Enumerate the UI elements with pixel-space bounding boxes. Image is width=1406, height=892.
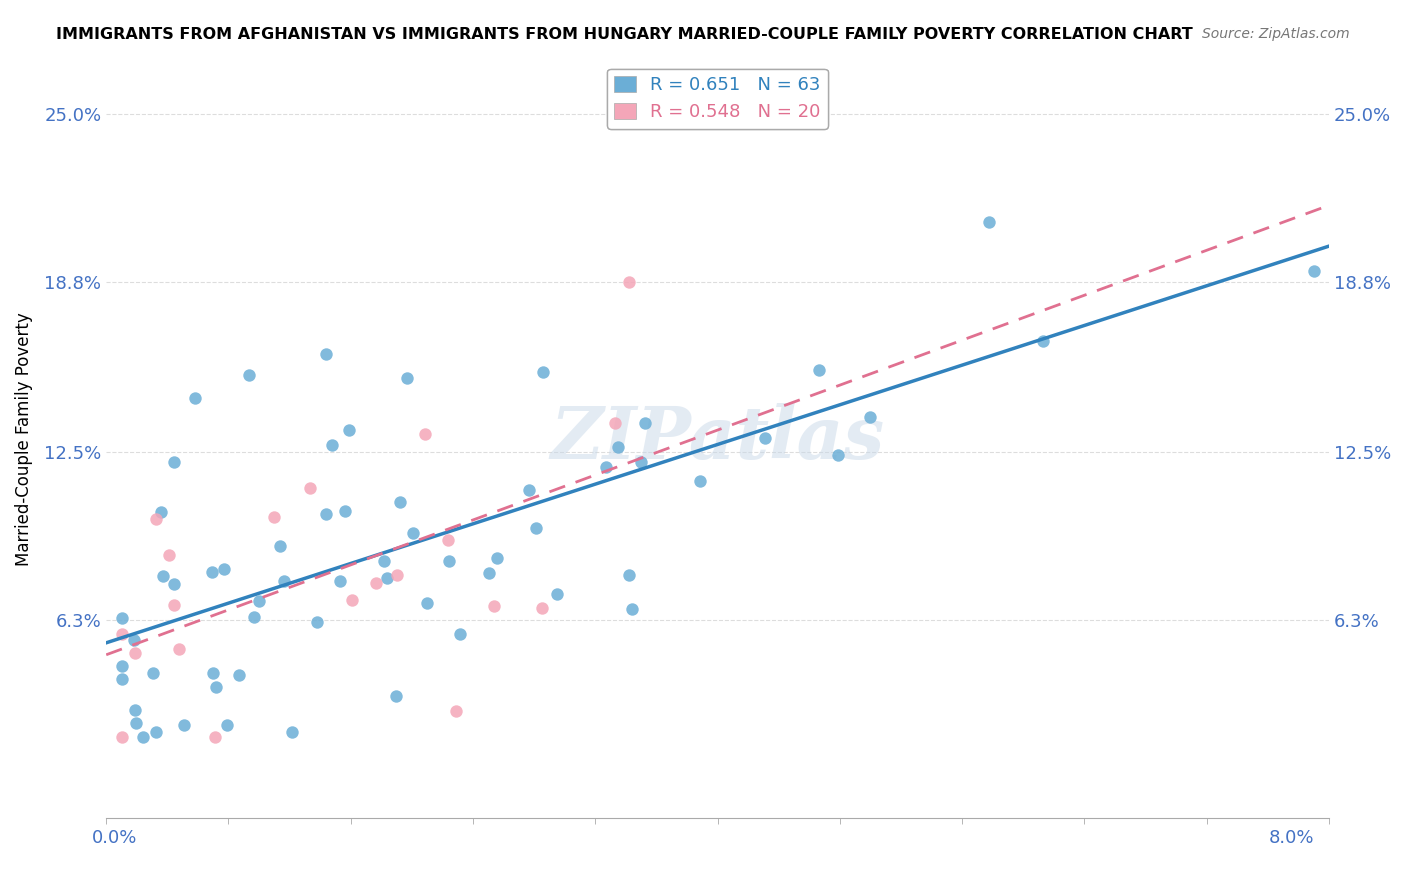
Point: [132, 730, 155, 744]
Point: [595, 459, 617, 474]
Point: [634, 417, 657, 431]
Point: [373, 554, 395, 568]
Point: [163, 577, 186, 591]
Point: [163, 455, 186, 469]
Point: [827, 448, 849, 462]
Point: [396, 371, 419, 385]
Point: [385, 689, 408, 703]
Point: [145, 511, 167, 525]
Point: [329, 574, 352, 588]
Point: [124, 646, 146, 660]
Point: [486, 550, 509, 565]
Point: [977, 215, 1000, 229]
Point: [531, 365, 554, 379]
Text: 8.0%: 8.0%: [1270, 829, 1315, 847]
Point: [247, 594, 270, 608]
Point: [150, 505, 173, 519]
Point: [263, 509, 285, 524]
Point: [402, 525, 425, 540]
Point: [281, 724, 304, 739]
Point: [110, 611, 132, 625]
Point: [413, 426, 436, 441]
Point: [546, 586, 568, 600]
Point: [437, 553, 460, 567]
Point: [482, 599, 505, 613]
Point: [124, 703, 146, 717]
Text: 0.0%: 0.0%: [91, 829, 136, 847]
Point: [517, 483, 540, 497]
Point: [152, 568, 174, 582]
Point: [228, 668, 250, 682]
Point: [110, 659, 132, 673]
Point: [630, 455, 652, 469]
Point: [315, 508, 337, 522]
Legend: R = 0.651   N = 63, R = 0.548   N = 20: R = 0.651 N = 63, R = 0.548 N = 20: [607, 69, 828, 128]
Point: [375, 571, 398, 585]
Point: [337, 423, 360, 437]
Point: [530, 600, 553, 615]
Point: [167, 641, 190, 656]
Text: ZIPatlas: ZIPatlas: [551, 403, 884, 475]
Point: [617, 275, 640, 289]
Point: [364, 576, 387, 591]
Point: [307, 615, 329, 629]
Point: [110, 673, 132, 687]
Point: [449, 627, 471, 641]
Point: [607, 440, 630, 454]
Point: [173, 717, 195, 731]
Point: [125, 715, 148, 730]
Point: [163, 598, 186, 612]
Point: [273, 574, 295, 588]
Point: [183, 391, 205, 405]
Text: Source: ZipAtlas.com: Source: ZipAtlas.com: [1202, 27, 1350, 41]
Point: [446, 704, 468, 718]
Point: [238, 368, 260, 382]
Point: [807, 363, 830, 377]
Point: [204, 680, 226, 694]
Point: [478, 566, 501, 580]
Point: [321, 438, 343, 452]
Point: [605, 416, 627, 430]
Point: [269, 539, 291, 553]
Point: [204, 730, 226, 744]
Point: [202, 666, 225, 681]
Point: [215, 718, 238, 732]
Point: [437, 533, 460, 547]
Point: [124, 633, 146, 648]
Point: [110, 627, 132, 641]
Point: [416, 596, 439, 610]
Point: [1032, 334, 1054, 348]
Point: [689, 475, 711, 489]
Point: [340, 592, 363, 607]
Point: [142, 666, 165, 681]
Point: [389, 495, 412, 509]
Point: [298, 481, 321, 495]
Point: [212, 562, 235, 576]
Point: [1302, 264, 1324, 278]
Point: [617, 568, 640, 582]
Point: [754, 431, 776, 445]
Point: [621, 602, 644, 616]
Point: [145, 725, 167, 739]
Point: [243, 610, 266, 624]
Point: [524, 521, 547, 535]
Y-axis label: Married-Couple Family Poverty: Married-Couple Family Poverty: [15, 312, 32, 566]
Point: [157, 549, 180, 563]
Point: [335, 504, 357, 518]
Text: IMMIGRANTS FROM AFGHANISTAN VS IMMIGRANTS FROM HUNGARY MARRIED-COUPLE FAMILY POV: IMMIGRANTS FROM AFGHANISTAN VS IMMIGRANT…: [56, 27, 1192, 42]
Point: [859, 409, 882, 424]
Point: [385, 568, 408, 582]
Point: [201, 565, 224, 579]
Point: [110, 730, 132, 744]
Point: [315, 347, 337, 361]
